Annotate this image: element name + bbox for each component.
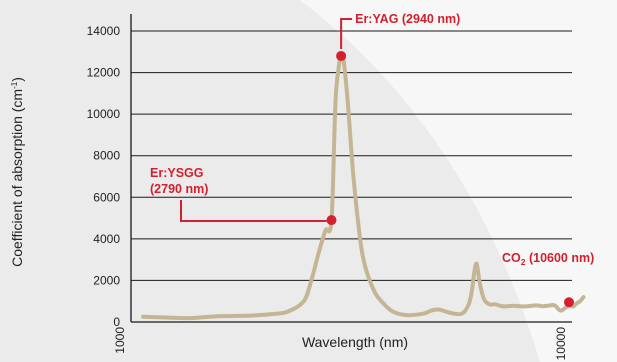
co2-label-rest: (10600 nm) — [525, 251, 594, 265]
y-tick-label-4000: 4000 — [93, 232, 120, 246]
er-ysgg-label-line-1: Er:YSGG — [150, 166, 204, 180]
y-tick-label-12000: 12000 — [87, 66, 121, 80]
er-ysgg-leader-line — [180, 200, 327, 222]
er-ysgg-marker — [326, 215, 337, 226]
y-tick-label-8000: 8000 — [93, 149, 120, 163]
er-yag-marker — [336, 50, 347, 61]
absorption-curve — [141, 52, 586, 321]
y-tick-label-14000: 14000 — [87, 24, 121, 38]
er-yag-leader-line — [340, 18, 353, 49]
co2-label-subscript: 2 — [521, 257, 526, 267]
y-axis-title-end: ) — [9, 77, 25, 82]
co2-label-co: CO — [502, 251, 521, 265]
y-tick-labels: 0 2000 4000 6000 8000 10000 12000 14000 — [87, 24, 121, 329]
y-axis-title-superscript: -1 — [10, 81, 19, 89]
grid-lines — [131, 30, 572, 323]
y-axis-title: Coefficient of absorption (cm-1) — [9, 77, 25, 267]
x-tick-label-10000: 10000 — [554, 327, 568, 361]
y-tick-label-6000: 6000 — [93, 190, 120, 204]
er-yag-label: Er:YAG (2940 nm) — [355, 12, 460, 26]
co2-marker — [564, 297, 574, 308]
x-axis-title: Wavelength (nm) — [302, 334, 408, 350]
co2-label: CO2 (10600 nm) — [502, 251, 594, 267]
background-arc — [300, 0, 617, 362]
y-tick-label-10000: 10000 — [87, 107, 121, 121]
er-ysgg-label-line-2: (2790 nm) — [150, 182, 208, 196]
er-ysgg-label: Er:YSGG (2790 nm) — [150, 166, 208, 196]
y-tick-label-2000: 2000 — [93, 273, 120, 287]
y-tick-label-0: 0 — [113, 315, 120, 329]
annotations: Er:YAG (2940 nm) Er:YSGG (2790 nm) CO2 (106… — [150, 12, 594, 308]
x-tick-labels: 1000 10000 — [113, 327, 568, 361]
y-axis-title-main: Coefficient of absorption (cm — [9, 89, 25, 267]
x-tick-label-1000: 1000 — [113, 327, 127, 354]
